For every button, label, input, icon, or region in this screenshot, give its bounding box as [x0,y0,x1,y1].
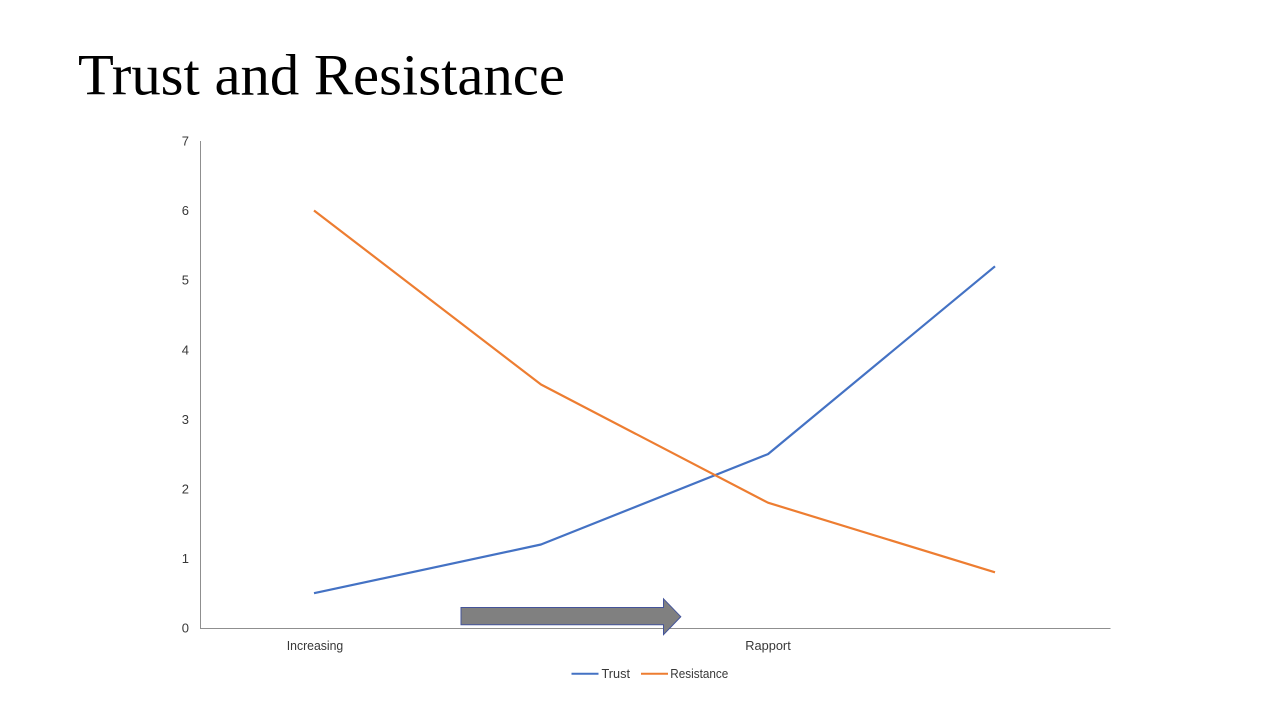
svg-text:Rapport: Rapport [745,638,791,653]
svg-text:2: 2 [182,482,189,497]
svg-text:Resistance: Resistance [670,666,728,681]
svg-text:7: 7 [182,134,189,149]
svg-text:Increasing: Increasing [287,638,344,653]
svg-text:4: 4 [182,342,189,357]
svg-text:1: 1 [182,551,189,566]
svg-text:0: 0 [182,621,189,636]
svg-text:6: 6 [182,203,189,218]
svg-text:Trust: Trust [602,666,631,681]
svg-text:Trust and Resistance: Trust and Resistance [78,43,565,108]
svg-text:3: 3 [182,412,189,427]
svg-text:5: 5 [182,273,189,288]
